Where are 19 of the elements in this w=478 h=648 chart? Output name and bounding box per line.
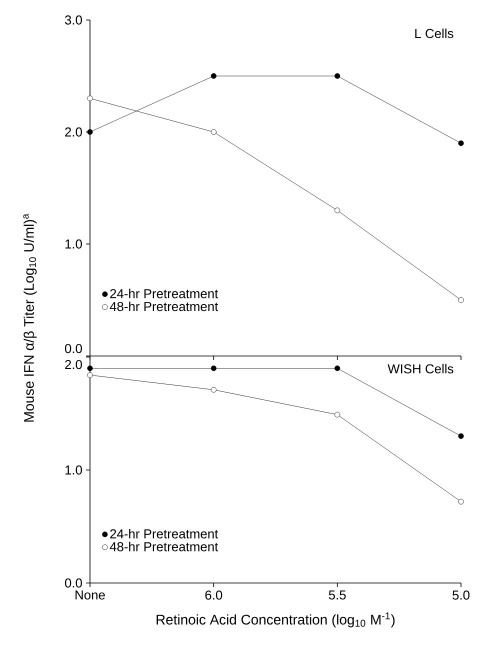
legend-label: 48-hr Pretreatment [110, 542, 218, 552]
x-axis-title: Retinoic Acid Concentration (log$_{10}$ M$^{-1}$) [156, 612, 395, 628]
legend-label: 24-hr Pretreatment [110, 288, 218, 298]
x-tick-label: 5.0 [452, 590, 470, 600]
y-tick-label: 2.0 [65, 127, 82, 137]
y-tick-label: 0.0 [64, 578, 82, 588]
y-tick-label: 1.0 [65, 239, 82, 249]
x-tick-label: 6.0 [205, 590, 222, 600]
y-tick-label: 0.0 [64, 344, 82, 354]
y-axis-title: Mouse IFN α/β Titer (Log$_{10}$ U/ml)$^{a}$ [23, 214, 37, 422]
legend-label: 24-hr Pretreatment [110, 528, 218, 538]
x-tick-label: 5.5 [328, 590, 346, 600]
y-tick-label: 1.0 [65, 465, 82, 475]
y-tick-label: 3.0 [64, 15, 82, 25]
annotation: L Cells [415, 28, 454, 38]
y-tick-label: 2.0 [65, 360, 82, 370]
legend-label: 48-hr Pretreatment [110, 302, 218, 312]
annotation: WISH Cells [388, 364, 454, 374]
x-tick-label: None [76, 590, 105, 600]
